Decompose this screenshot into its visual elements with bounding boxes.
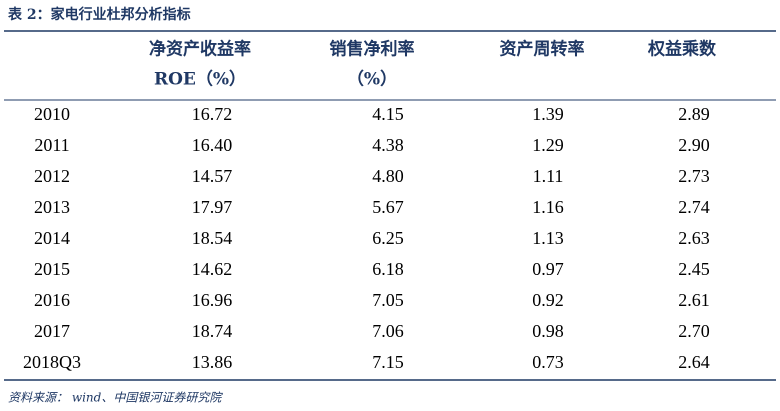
cell: 1.11 xyxy=(533,166,564,186)
cell: 4.80 xyxy=(372,166,404,186)
cell: 7.06 xyxy=(372,321,404,341)
cell: 0.98 xyxy=(532,321,564,341)
cell: 2.74 xyxy=(678,197,710,217)
cell: 16.96 xyxy=(192,290,233,310)
cell: 2.61 xyxy=(678,290,710,310)
cell: 18.54 xyxy=(192,228,233,248)
cell: 18.74 xyxy=(192,321,233,341)
cell: 2.63 xyxy=(678,228,710,248)
cell: 6.18 xyxy=(372,259,404,279)
column-header: 权益乘数 xyxy=(647,39,717,60)
row-label: 2018Q3 xyxy=(23,352,81,372)
cell: 2.45 xyxy=(678,259,710,279)
cell: 1.29 xyxy=(532,135,564,155)
cell: 16.72 xyxy=(192,104,233,124)
row-label: 2012 xyxy=(34,166,70,186)
cell: 16.40 xyxy=(192,135,233,155)
cell: 17.97 xyxy=(192,197,233,217)
cell: 4.38 xyxy=(372,135,404,155)
row-label: 2017 xyxy=(34,321,70,341)
cell: 14.62 xyxy=(192,259,233,279)
cell: 2.90 xyxy=(678,135,710,155)
cell: 5.67 xyxy=(372,197,404,217)
cell: 0.73 xyxy=(532,352,564,372)
cell: 6.25 xyxy=(372,228,404,248)
column-header: 净资产收益率 xyxy=(149,39,251,60)
cell: 13.86 xyxy=(192,352,233,372)
cell: 4.15 xyxy=(372,104,404,124)
column-header: 销售净利率 xyxy=(330,39,415,60)
row-label: 2011 xyxy=(34,135,69,155)
row-label: 2015 xyxy=(34,259,70,279)
cell: 7.05 xyxy=(372,290,404,310)
cell: 2.73 xyxy=(678,166,710,186)
row-label: 2013 xyxy=(34,197,70,217)
cell: 14.57 xyxy=(192,166,233,186)
column-header: 资产周转率 xyxy=(500,39,585,60)
column-header: （%） xyxy=(347,69,397,90)
table-title: 表 2：家电行业杜邦分析指标 xyxy=(7,6,191,23)
cell: 1.39 xyxy=(532,104,564,124)
column-header: ROE（%） xyxy=(154,69,246,90)
source-note: 资料来源： wind、中国银河证券研究院 xyxy=(8,391,223,405)
cell: 2.70 xyxy=(678,321,710,341)
cell: 2.89 xyxy=(678,104,710,124)
cell: 0.92 xyxy=(532,290,564,310)
row-label: 2014 xyxy=(34,228,70,248)
cell: 7.15 xyxy=(372,352,404,372)
cell: 0.97 xyxy=(532,259,564,279)
cell: 1.16 xyxy=(532,197,564,217)
cell: 2.64 xyxy=(678,352,710,372)
row-label: 2010 xyxy=(34,104,70,124)
row-label: 2016 xyxy=(34,290,70,310)
cell: 1.13 xyxy=(532,228,564,248)
